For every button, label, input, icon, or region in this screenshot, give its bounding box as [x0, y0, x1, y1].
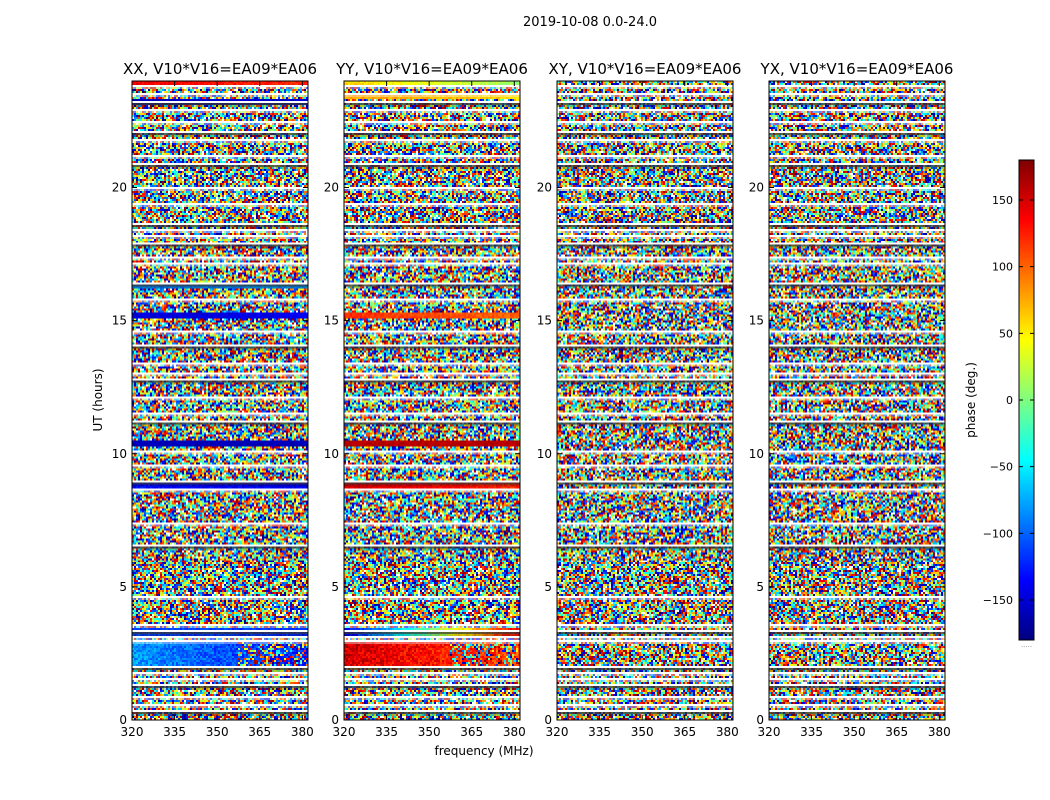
y-tick-label-xy: 0 — [544, 713, 552, 727]
panel-title-xy: XY, V10*V16=EA09*EA06 — [549, 60, 742, 78]
x-tick-label-xx: 335 — [163, 725, 186, 739]
x-tick-label-xx: 320 — [121, 725, 144, 739]
panel-title-yx: YX, V10*V16=EA09*EA06 — [760, 60, 954, 78]
y-tick-label-xx: 20 — [112, 181, 127, 195]
colorbar-extension-mark: ..... — [1021, 641, 1032, 649]
y-tick-label-yx: 10 — [749, 447, 764, 461]
colorbar-tick-label: 100 — [992, 261, 1013, 274]
x-tick-label-yx: 380 — [928, 725, 951, 739]
x-tick-label-yy: 380 — [503, 725, 526, 739]
x-tick-label-yy: 320 — [333, 725, 356, 739]
waterfall-image-yx — [769, 81, 945, 720]
x-tick-label-xy: 335 — [588, 725, 611, 739]
y-tick-label-yy: 5 — [331, 580, 339, 594]
x-tick-label-xy: 365 — [673, 725, 696, 739]
y-tick-label-xx: 5 — [119, 580, 127, 594]
x-tick-label-yy: 350 — [418, 725, 441, 739]
colorbar-tick-label: −50 — [990, 461, 1013, 474]
colorbar-tick-label: 150 — [992, 194, 1013, 207]
x-tick-label-xy: 350 — [631, 725, 654, 739]
panel-yx: YX, V10*V16=EA09*EA06 320 335 350 365 380 0 5 10… — [749, 60, 954, 739]
axes-frame-xy — [556, 80, 734, 721]
y-tick-label-yx: 20 — [749, 181, 764, 195]
y-tick-label-xy: 20 — [537, 181, 552, 195]
panel-xy: XY, V10*V16=EA09*EA06 320 335 350 365 380 0 5 10… — [537, 60, 742, 739]
x-tick-label-yx: 350 — [843, 725, 866, 739]
y-tick-label-xy: 5 — [544, 580, 552, 594]
y-tick-label-xx: 10 — [112, 447, 127, 461]
x-tick-label-yx: 320 — [758, 725, 781, 739]
figure-suptitle: 2019-10-08 0.0-24.0 — [523, 15, 657, 30]
x-tick-label-xx: 350 — [206, 725, 229, 739]
y-tick-label-yx: 15 — [749, 314, 764, 328]
x-tick-label-yx: 335 — [800, 725, 823, 739]
panel-yy: YY, V10*V16=EA09*EA06 320 335 350 365 380 0 5 10… — [324, 60, 528, 739]
waterfall-image-yy — [344, 81, 520, 720]
y-tick-label-yx: 5 — [756, 580, 764, 594]
y-axis-label: UT (hours) — [91, 368, 105, 431]
y-tick-label-xx: 0 — [119, 713, 127, 727]
y-tick-label-yy: 10 — [324, 447, 339, 461]
x-axis-label: frequency (MHz) — [434, 744, 533, 758]
colorbar-label: phase (deg.) — [964, 362, 978, 438]
y-tick-label-xx: 15 — [112, 314, 127, 328]
colorbar-tick-label: −150 — [983, 594, 1013, 607]
colorbar: −150 −100 −50 0 50 100 150 phase (deg.)..... — [964, 159, 1035, 649]
y-tick-label-xy: 15 — [537, 314, 552, 328]
colorbar-tick-label: −100 — [983, 527, 1013, 540]
y-tick-label-xy: 10 — [537, 447, 552, 461]
y-tick-label-yy: 15 — [324, 314, 339, 328]
y-tick-label-yy: 20 — [324, 181, 339, 195]
axes-frame-xx — [131, 80, 309, 721]
panel-title-yy: YY, V10*V16=EA09*EA06 — [335, 60, 528, 78]
axes-frame-yx — [768, 80, 946, 721]
x-tick-label-xy: 380 — [716, 725, 739, 739]
y-tick-label-yx: 0 — [756, 713, 764, 727]
y-tick-label-yy: 0 — [331, 713, 339, 727]
x-tick-label-yy: 335 — [375, 725, 398, 739]
colorbar-tick-label: 50 — [999, 327, 1013, 340]
panel-xx: XX, V10*V16=EA09*EA06 320 335 350 365 380 0 5 10… — [112, 60, 317, 739]
waterfall-image-xy — [557, 81, 733, 720]
x-tick-label-xx: 380 — [291, 725, 314, 739]
x-tick-label-xy: 320 — [546, 725, 569, 739]
panel-title-xx: XX, V10*V16=EA09*EA06 — [123, 60, 317, 78]
x-tick-label-yx: 365 — [885, 725, 908, 739]
waterfall-image-xx — [132, 81, 308, 720]
axes-frame-yy — [343, 80, 521, 721]
x-tick-label-xx: 365 — [248, 725, 271, 739]
colorbar-tick-label: 0 — [1006, 394, 1013, 407]
x-tick-label-yy: 365 — [460, 725, 483, 739]
